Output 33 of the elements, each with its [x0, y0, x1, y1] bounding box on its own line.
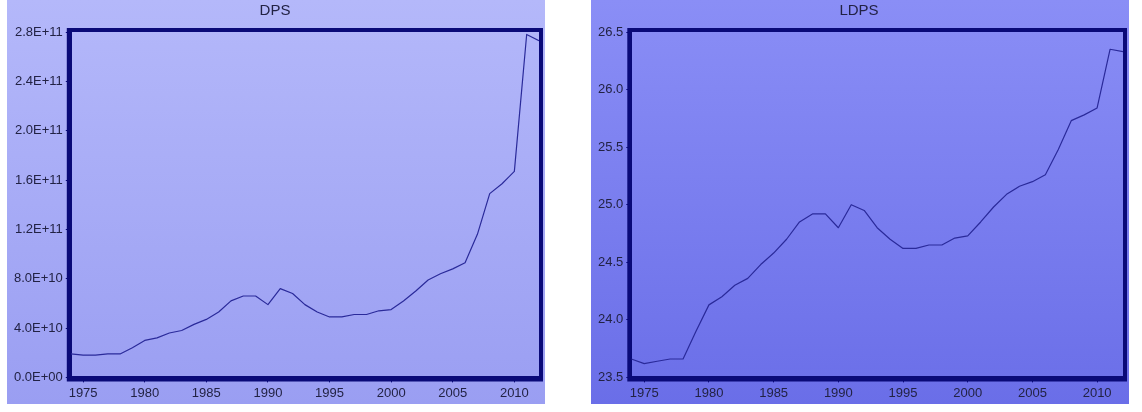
chart-title: DPS — [259, 1, 291, 19]
chart-title: LDPS — [839, 1, 879, 19]
x-tick-label: 2010 — [499, 384, 529, 400]
x-tick-label: 1990 — [253, 384, 283, 400]
y-tick-label: 1.2E+11 — [14, 220, 63, 236]
y-tick-label: 24.5 — [597, 253, 624, 269]
y-tick-label: 2.0E+11 — [14, 122, 63, 138]
y-tick-label: 2.8E+11 — [14, 23, 63, 39]
y-tick-label: 23.5 — [597, 368, 624, 384]
y-tick-label: 1.6E+11 — [14, 171, 63, 187]
x-tick-label: 1995 — [888, 384, 918, 400]
y-tick-label: 26.0 — [597, 81, 624, 97]
y-tick-label: 25.0 — [597, 196, 624, 212]
y-tick-label: 4.0E+10 — [14, 319, 63, 335]
y-tick-label: 25.5 — [597, 138, 624, 154]
x-tick-label: 2000 — [953, 384, 983, 400]
x-tick-label: 2010 — [1082, 384, 1112, 400]
y-tick-label: 2.4E+11 — [14, 72, 63, 88]
x-tick-label: 1980 — [694, 384, 724, 400]
x-tick-label: 1985 — [759, 384, 789, 400]
y-tick-label: 8.0E+10 — [14, 270, 63, 286]
x-tick-label: 1975 — [68, 384, 98, 400]
x-tick-label: 1995 — [315, 384, 344, 400]
x-tick-label: 1980 — [130, 384, 160, 400]
y-tick-label: 0.0E+00 — [14, 368, 63, 384]
x-tick-label: 1985 — [191, 384, 221, 400]
x-tick-label: 2005 — [438, 384, 468, 400]
x-tick-label: 2005 — [1017, 384, 1047, 400]
x-tick-label: 2000 — [376, 384, 406, 400]
x-tick-label: 1975 — [629, 384, 659, 400]
y-tick-label: 24.0 — [597, 311, 624, 327]
x-tick-label: 1990 — [823, 384, 853, 400]
y-tick-label: 26.5 — [597, 23, 624, 39]
